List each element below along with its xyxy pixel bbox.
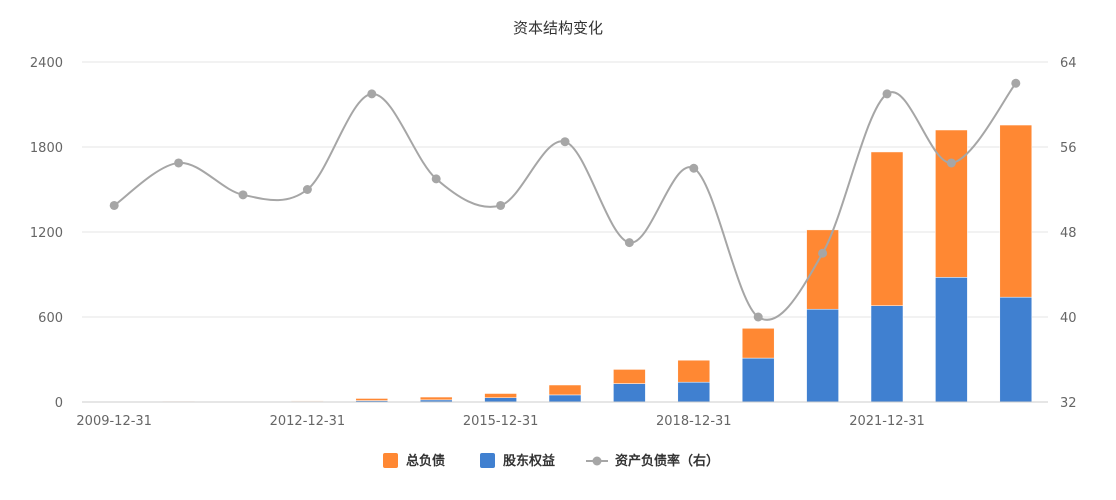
y-left-tick-label: 2400 bbox=[30, 56, 63, 71]
bar-total-liabilities[interactable] bbox=[806, 229, 839, 310]
legend-swatch-total-liabilities bbox=[383, 453, 398, 468]
chart-title: 资本结构变化 bbox=[513, 19, 603, 37]
x-tick-label: 2012-12-31 bbox=[270, 414, 346, 429]
x-tick-label: 2015-12-31 bbox=[463, 414, 539, 429]
line-series bbox=[109, 78, 1021, 322]
point-debt-ratio[interactable] bbox=[753, 312, 763, 322]
axes: 0 600 1200 1800 2400 32 40 48 56 64 2009-12-31 2012… bbox=[30, 56, 1077, 429]
point-debt-ratio[interactable] bbox=[689, 163, 699, 173]
legend-label-total-liabilities: 总负债 bbox=[406, 453, 445, 469]
x-tick-label: 2018-12-31 bbox=[656, 414, 732, 429]
point-debt-ratio[interactable] bbox=[431, 174, 441, 184]
point-debt-ratio[interactable] bbox=[238, 190, 248, 200]
bar-total-liabilities[interactable] bbox=[548, 384, 582, 396]
bar-shareholder-equity[interactable] bbox=[870, 305, 904, 403]
y-right-tick-label: 56 bbox=[1060, 141, 1077, 156]
bar-total-liabilities[interactable] bbox=[613, 369, 646, 384]
bar-total-liabilities[interactable] bbox=[935, 129, 968, 278]
point-debt-ratio[interactable] bbox=[624, 238, 634, 248]
point-debt-ratio[interactable] bbox=[946, 158, 956, 168]
legend-label-debt-ratio: 资产负债率（右） bbox=[615, 453, 719, 469]
point-debt-ratio[interactable] bbox=[109, 200, 119, 210]
point-debt-ratio[interactable] bbox=[302, 185, 312, 194]
point-debt-ratio[interactable] bbox=[560, 137, 570, 147]
point-debt-ratio[interactable] bbox=[1011, 78, 1021, 88]
bars bbox=[97, 124, 1033, 403]
point-debt-ratio[interactable] bbox=[174, 158, 184, 168]
y-left-tick-label: 1800 bbox=[30, 141, 63, 156]
bar-shareholder-equity[interactable] bbox=[999, 296, 1033, 403]
point-debt-ratio[interactable] bbox=[882, 89, 892, 99]
point-debt-ratio[interactable] bbox=[496, 200, 506, 210]
x-tick-label: 2021-12-31 bbox=[849, 414, 925, 429]
y-right-tick-label: 32 bbox=[1060, 396, 1077, 411]
bar-shareholder-equity[interactable] bbox=[548, 394, 582, 403]
bar-shareholder-equity[interactable] bbox=[935, 277, 968, 403]
bar-total-liabilities[interactable] bbox=[999, 124, 1033, 298]
y-left-tick-label: 600 bbox=[38, 311, 63, 326]
bar-shareholder-equity[interactable] bbox=[484, 397, 517, 403]
bar-total-liabilities[interactable] bbox=[419, 396, 453, 401]
bar-shareholder-equity[interactable] bbox=[677, 381, 711, 403]
legend-swatch-shareholder-equity bbox=[480, 453, 495, 468]
y-left-tick-label: 1200 bbox=[30, 226, 63, 241]
legend-label-shareholder-equity: 股东权益 bbox=[503, 453, 555, 469]
bar-shareholder-equity[interactable] bbox=[613, 383, 646, 403]
point-debt-ratio[interactable] bbox=[367, 89, 377, 99]
bar-total-liabilities[interactable] bbox=[870, 151, 904, 306]
bar-total-liabilities[interactable] bbox=[291, 400, 324, 402]
x-tick-label: 2009-12-31 bbox=[76, 414, 152, 429]
legend-swatch-debt-ratio-dot bbox=[592, 456, 602, 466]
bar-total-liabilities[interactable] bbox=[355, 398, 389, 401]
bar-total-liabilities[interactable] bbox=[677, 359, 711, 383]
y-right-tick-label: 40 bbox=[1060, 311, 1077, 326]
legend-item-shareholder-equity[interactable]: 股东权益 bbox=[480, 453, 555, 469]
legend[interactable]: 总负债 股东权益 资产负债率（右） bbox=[383, 453, 719, 469]
line-debt-ratio bbox=[113, 82, 1017, 321]
legend-item-total-liabilities[interactable]: 总负债 bbox=[383, 453, 445, 469]
y-left-tick-label: 0 bbox=[55, 396, 63, 411]
y-right-tick-label: 48 bbox=[1060, 226, 1077, 241]
bar-total-liabilities[interactable] bbox=[484, 393, 517, 398]
bar-total-liabilities[interactable] bbox=[741, 328, 775, 359]
legend-item-debt-ratio[interactable]: 资产负债率（右） bbox=[586, 453, 719, 469]
bar-shareholder-equity[interactable] bbox=[806, 308, 839, 403]
y-right-tick-label: 64 bbox=[1060, 56, 1077, 71]
bar-shareholder-equity[interactable] bbox=[741, 357, 775, 403]
point-debt-ratio[interactable] bbox=[818, 248, 828, 258]
